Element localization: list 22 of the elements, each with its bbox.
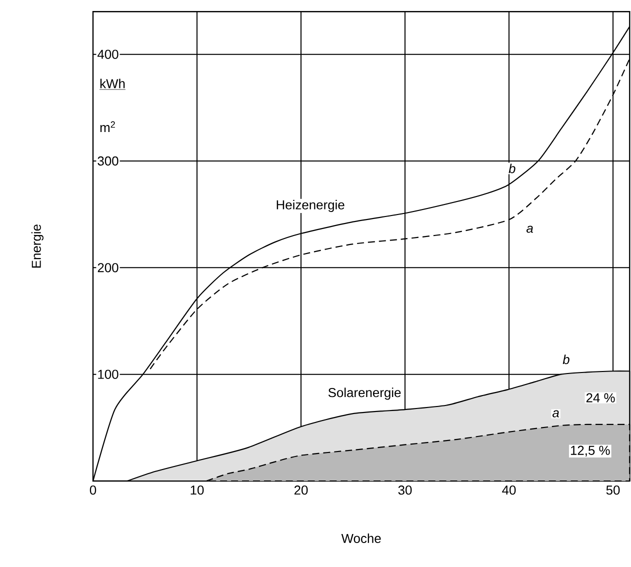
x-tick-label: 0 [90,486,96,495]
annotation: a [526,226,533,233]
y-tick-label: 100 [98,370,118,379]
annotation: m$^{2}$ [100,121,115,132]
y-axis-title: Energie [31,224,44,268]
y-tick-label: 400 [97,50,118,59]
annotation: b [562,354,570,364]
annotation: a [552,410,559,418]
annotation: Solarenergie [328,388,401,400]
x-tick-label: 10 [190,486,204,495]
x-tick-label: 40 [502,486,516,495]
y-tick-label: 300 [98,156,118,166]
annotation: 24 % [586,393,615,402]
x-tick-label: 20 [294,486,308,495]
y-tick-label: 200 [98,263,118,272]
x-tick-label: 50 [606,486,620,495]
annotation: b [508,164,516,174]
annotation: Heizenergie [276,200,344,212]
annotation: 12,5 % [570,446,610,456]
annotation: kWh [100,78,125,88]
x-tick-label: 30 [398,486,412,495]
x-axis-title: Woche [341,534,381,544]
